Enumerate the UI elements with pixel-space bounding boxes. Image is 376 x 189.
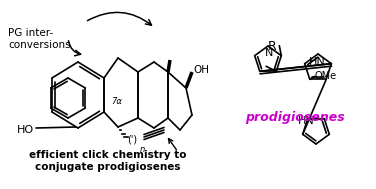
Text: HO: HO <box>17 125 34 135</box>
Text: PG inter-
conversions: PG inter- conversions <box>8 28 71 50</box>
Text: n: n <box>140 145 145 154</box>
Text: R: R <box>268 40 276 53</box>
Text: OMe: OMe <box>315 71 337 81</box>
Text: HN: HN <box>297 116 314 126</box>
Text: 7α: 7α <box>112 98 123 106</box>
Text: prodigiosenes: prodigiosenes <box>245 112 345 125</box>
Text: N: N <box>265 48 273 58</box>
Text: HN: HN <box>309 57 325 67</box>
Text: efficient click chemistry to
conjugate prodigiosenes: efficient click chemistry to conjugate p… <box>29 150 187 172</box>
Text: OH: OH <box>193 65 209 75</box>
Text: ('): (') <box>127 135 137 145</box>
